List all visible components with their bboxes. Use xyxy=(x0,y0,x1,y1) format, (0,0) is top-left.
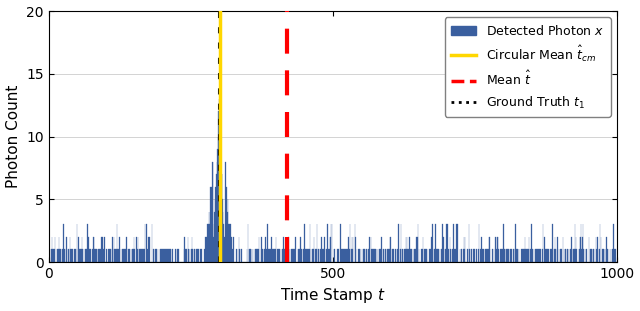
Y-axis label: Photon Count: Photon Count xyxy=(6,85,20,188)
Legend: Detected Photon $x$, Circular Mean $\hat{t}_{cm}$, Mean $\hat{t}$, Ground Truth : Detected Photon $x$, Circular Mean $\hat… xyxy=(445,17,611,117)
X-axis label: Time Stamp $t$: Time Stamp $t$ xyxy=(280,286,385,305)
